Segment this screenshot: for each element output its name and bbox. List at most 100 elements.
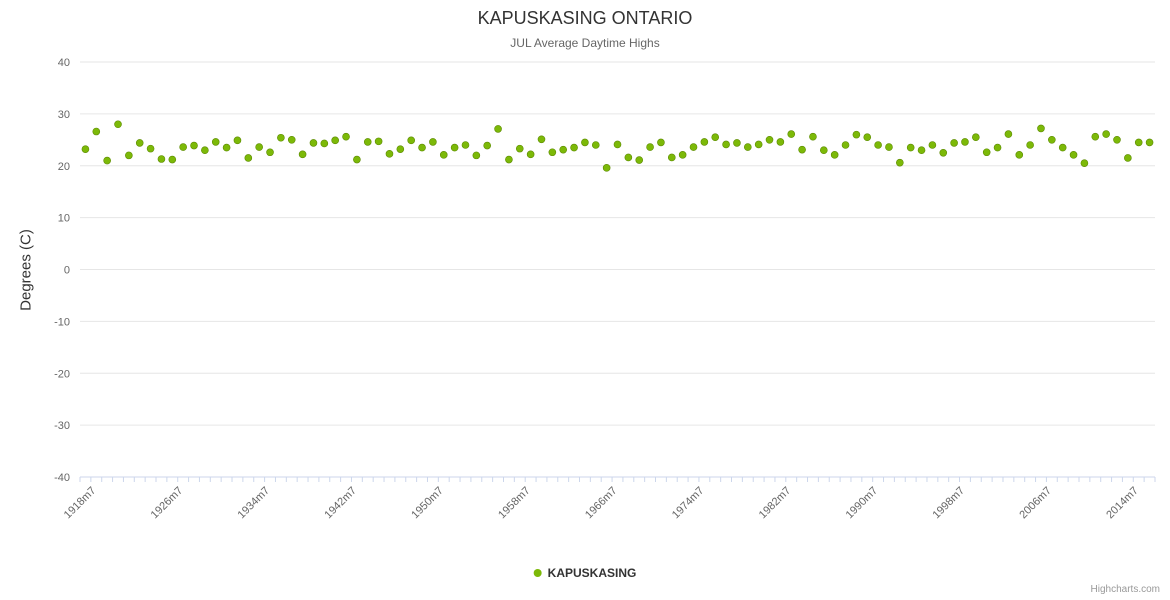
data-point[interactable] <box>581 138 589 147</box>
data-point[interactable] <box>494 125 502 133</box>
data-point[interactable] <box>1113 136 1121 144</box>
data-point[interactable] <box>765 136 774 144</box>
data-point[interactable] <box>439 151 448 159</box>
data-point[interactable] <box>363 138 372 146</box>
data-point[interactable] <box>287 136 296 144</box>
data-point[interactable] <box>950 139 958 147</box>
data-point[interactable] <box>1048 136 1056 144</box>
data-point[interactable] <box>787 130 796 138</box>
data-point[interactable] <box>646 143 654 151</box>
data-point[interactable] <box>657 138 665 147</box>
data-point[interactable] <box>483 141 492 150</box>
data-point[interactable] <box>374 137 383 146</box>
data-point[interactable] <box>928 141 937 149</box>
data-point[interactable] <box>689 143 698 151</box>
data-point[interactable] <box>798 145 806 154</box>
data-point[interactable] <box>733 139 741 147</box>
data-point[interactable] <box>179 143 187 151</box>
data-point[interactable] <box>548 148 557 157</box>
data-point[interactable] <box>201 146 209 154</box>
data-point[interactable] <box>135 139 144 147</box>
legend-item-kapuskasing[interactable]: KAPUSKASING <box>533 566 636 580</box>
data-point[interactable] <box>1069 151 1078 159</box>
data-point[interactable] <box>255 143 263 151</box>
data-point[interactable] <box>353 155 361 164</box>
data-point[interactable] <box>863 133 872 142</box>
data-point[interactable] <box>461 141 470 149</box>
data-point[interactable] <box>559 145 568 154</box>
data-point[interactable] <box>450 143 459 152</box>
data-point[interactable] <box>157 155 166 163</box>
data-point[interactable] <box>266 148 274 157</box>
data-point[interactable] <box>917 146 926 154</box>
data-point[interactable] <box>309 139 318 147</box>
data-point[interactable] <box>961 138 969 146</box>
data-point[interactable] <box>939 148 948 157</box>
data-point[interactable] <box>244 154 253 162</box>
data-point[interactable] <box>190 141 198 150</box>
data-point[interactable] <box>993 143 1002 152</box>
data-point[interactable] <box>103 156 111 165</box>
data-point[interactable] <box>667 153 676 162</box>
data-point[interactable] <box>678 151 687 159</box>
data-point[interactable] <box>700 138 709 146</box>
data-point[interactable] <box>613 140 622 149</box>
data-point[interactable] <box>852 130 861 139</box>
data-point[interactable] <box>1145 138 1154 147</box>
data-point[interactable] <box>841 141 850 149</box>
data-point[interactable] <box>809 132 817 141</box>
data-point[interactable] <box>114 120 122 129</box>
data-point[interactable] <box>591 141 600 149</box>
data-point[interactable] <box>429 138 437 146</box>
data-point[interactable] <box>418 143 426 152</box>
data-point[interactable] <box>874 141 882 149</box>
data-point[interactable] <box>906 143 915 152</box>
data-point[interactable] <box>896 158 904 167</box>
data-point[interactable] <box>820 146 828 154</box>
data-point[interactable] <box>396 145 405 153</box>
data-point[interactable] <box>1026 141 1034 149</box>
data-point[interactable] <box>342 132 350 141</box>
data-point[interactable] <box>972 133 980 142</box>
data-point[interactable] <box>277 133 285 142</box>
data-point[interactable] <box>92 127 101 136</box>
data-point[interactable] <box>722 140 730 149</box>
data-point[interactable] <box>982 148 991 157</box>
data-point[interactable] <box>331 136 339 145</box>
data-point[interactable] <box>624 153 633 162</box>
data-point[interactable] <box>1080 159 1089 167</box>
data-point[interactable] <box>776 138 785 146</box>
data-point[interactable] <box>1091 132 1100 141</box>
data-point[interactable] <box>211 138 220 146</box>
data-point[interactable] <box>1134 138 1143 147</box>
data-point[interactable] <box>505 155 513 164</box>
data-point[interactable] <box>81 145 90 153</box>
data-point[interactable] <box>743 143 752 151</box>
data-point[interactable] <box>570 143 578 152</box>
highcharts-credits-link[interactable]: Highcharts.com <box>1090 584 1160 595</box>
data-point[interactable] <box>125 151 133 160</box>
data-point[interactable] <box>233 136 242 145</box>
data-point[interactable] <box>1037 124 1045 133</box>
data-point[interactable] <box>146 144 155 153</box>
data-point[interactable] <box>222 143 231 152</box>
data-point[interactable] <box>602 164 611 172</box>
data-point[interactable] <box>885 143 893 151</box>
data-point[interactable] <box>635 156 644 164</box>
data-point[interactable] <box>1058 143 1067 152</box>
data-point[interactable] <box>385 150 394 158</box>
data-point[interactable] <box>407 136 415 145</box>
data-point[interactable] <box>168 155 177 164</box>
data-point[interactable] <box>515 144 524 153</box>
data-point[interactable] <box>298 150 307 159</box>
data-point[interactable] <box>1015 151 1024 159</box>
data-point[interactable] <box>472 151 481 160</box>
data-point[interactable] <box>1124 154 1132 162</box>
data-point[interactable] <box>830 151 839 159</box>
data-point[interactable] <box>1004 130 1013 138</box>
data-point[interactable] <box>526 150 535 159</box>
data-point[interactable] <box>711 133 720 142</box>
data-point[interactable] <box>320 139 329 148</box>
data-point[interactable] <box>1102 130 1110 138</box>
data-point[interactable] <box>537 135 546 144</box>
